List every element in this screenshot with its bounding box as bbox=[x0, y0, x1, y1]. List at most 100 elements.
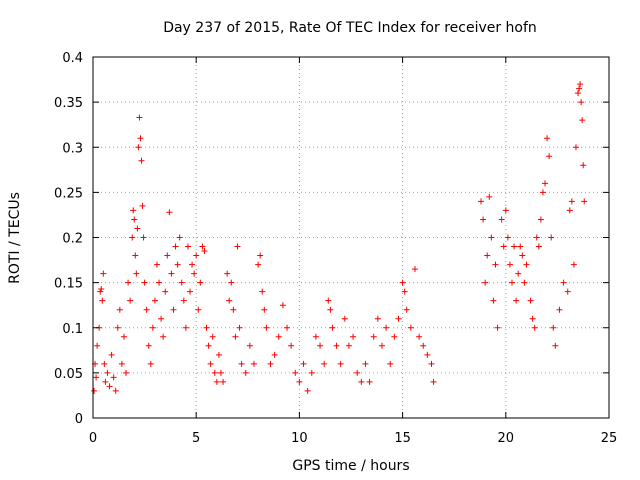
data-point bbox=[193, 252, 200, 259]
data-point bbox=[94, 342, 101, 349]
data-point bbox=[242, 369, 249, 376]
data-point bbox=[153, 261, 160, 268]
data-point bbox=[312, 333, 319, 340]
data-point bbox=[546, 153, 553, 160]
data-point bbox=[255, 261, 262, 268]
data-point bbox=[288, 342, 295, 349]
data-point bbox=[580, 162, 587, 169]
data-point bbox=[261, 306, 268, 313]
data-point bbox=[195, 306, 202, 313]
chart-title: Day 237 of 2015, Rate Of TEC Index for r… bbox=[163, 20, 537, 36]
data-point bbox=[257, 252, 264, 259]
data-point bbox=[97, 288, 104, 295]
data-point bbox=[556, 306, 563, 313]
data-point bbox=[106, 383, 113, 390]
data-point bbox=[217, 369, 224, 376]
data-point bbox=[267, 360, 274, 367]
plot-frame bbox=[92, 56, 610, 419]
data-point bbox=[187, 288, 194, 295]
data-point bbox=[378, 342, 385, 349]
data-point bbox=[101, 360, 108, 367]
y-tick-label: 0.1 bbox=[62, 322, 83, 337]
data-point bbox=[564, 288, 571, 295]
data-point bbox=[327, 306, 334, 313]
data-point bbox=[172, 243, 179, 250]
data-point bbox=[317, 342, 324, 349]
data-point bbox=[358, 378, 365, 385]
data-point bbox=[201, 248, 208, 255]
data-point bbox=[350, 333, 357, 340]
data-point bbox=[337, 360, 344, 367]
data-point bbox=[180, 297, 187, 304]
y-tick-label: 0 bbox=[75, 412, 83, 427]
axis-ticks bbox=[92, 56, 610, 419]
data-point bbox=[548, 234, 555, 241]
data-point bbox=[104, 369, 111, 376]
data-point bbox=[182, 324, 189, 331]
data-point bbox=[566, 207, 573, 214]
data-point bbox=[130, 207, 137, 214]
data-point bbox=[189, 261, 196, 268]
data-point bbox=[428, 360, 435, 367]
data-point bbox=[387, 360, 394, 367]
data-point bbox=[308, 369, 315, 376]
data-point bbox=[125, 279, 132, 286]
data-point bbox=[430, 378, 437, 385]
data-point bbox=[411, 266, 418, 273]
data-point bbox=[515, 270, 522, 277]
data-point bbox=[213, 378, 220, 385]
data-point bbox=[156, 279, 163, 286]
data-point bbox=[576, 85, 583, 92]
data-point bbox=[205, 342, 212, 349]
data-point bbox=[176, 234, 183, 241]
data-point bbox=[140, 234, 147, 241]
data-point bbox=[120, 333, 127, 340]
data-point bbox=[366, 378, 373, 385]
data-point bbox=[407, 324, 414, 331]
data-point bbox=[560, 279, 567, 286]
data-point bbox=[500, 243, 507, 250]
data-point bbox=[531, 324, 538, 331]
data-point bbox=[275, 333, 282, 340]
data-point bbox=[191, 270, 198, 277]
data-point bbox=[494, 324, 501, 331]
data-point bbox=[215, 351, 222, 358]
data-point bbox=[420, 342, 427, 349]
data-point bbox=[304, 387, 311, 394]
data-point bbox=[374, 315, 381, 322]
data-point bbox=[333, 342, 340, 349]
data-point bbox=[321, 360, 328, 367]
data-points bbox=[91, 81, 588, 394]
x-tick-label: 20 bbox=[498, 431, 515, 446]
data-point bbox=[486, 193, 493, 200]
data-point bbox=[145, 342, 152, 349]
data-point bbox=[504, 234, 511, 241]
data-point bbox=[259, 288, 266, 295]
data-point bbox=[170, 306, 177, 313]
data-point bbox=[401, 288, 408, 295]
y-tick-label: 0.05 bbox=[54, 367, 83, 382]
data-point bbox=[552, 342, 559, 349]
data-point bbox=[478, 198, 485, 205]
data-point bbox=[197, 279, 204, 286]
data-point bbox=[490, 297, 497, 304]
data-point bbox=[550, 324, 557, 331]
data-point bbox=[149, 324, 156, 331]
data-point bbox=[99, 297, 106, 304]
data-point bbox=[581, 198, 588, 205]
data-point bbox=[162, 288, 169, 295]
data-point bbox=[250, 360, 257, 367]
data-point bbox=[139, 202, 146, 209]
data-point bbox=[184, 243, 191, 250]
data-point bbox=[488, 234, 495, 241]
data-point bbox=[498, 216, 505, 223]
data-point bbox=[345, 342, 352, 349]
data-point bbox=[577, 81, 584, 88]
data-point bbox=[529, 315, 536, 322]
data-point bbox=[482, 279, 489, 286]
data-point bbox=[300, 360, 307, 367]
data-point bbox=[143, 306, 150, 313]
data-point bbox=[329, 324, 336, 331]
data-point bbox=[114, 324, 121, 331]
